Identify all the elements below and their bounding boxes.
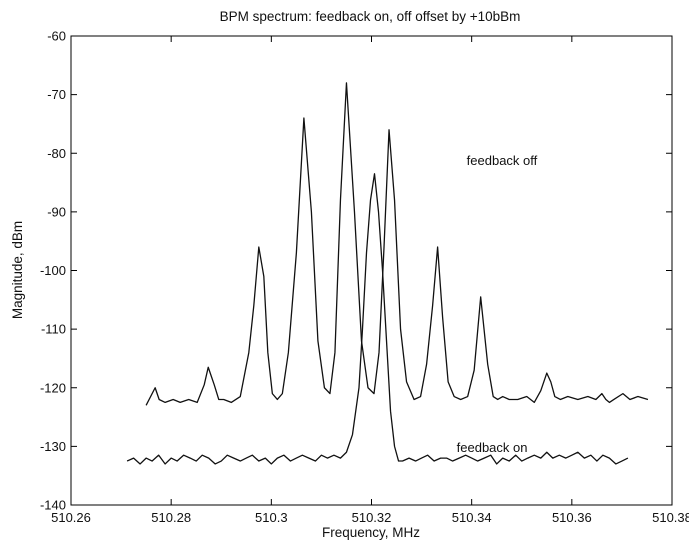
plot-area bbox=[70, 35, 673, 506]
y-tick-label: -60 bbox=[47, 29, 66, 44]
chart-title: BPM spectrum: feedback on, off offset by… bbox=[220, 9, 521, 24]
y-tick-label: -140 bbox=[40, 498, 66, 513]
x-tick-label: 510.28 bbox=[151, 510, 191, 525]
series-layer bbox=[126, 82, 649, 465]
series-line-feedback-on bbox=[126, 173, 629, 465]
x-tick-label: 510.3 bbox=[255, 510, 288, 525]
y-axis-label: Magnitude, dBm bbox=[10, 221, 25, 319]
x-axis-label: Frequency, MHz bbox=[322, 525, 420, 540]
y-tick-label: -110 bbox=[41, 322, 66, 337]
x-tick-label: 510.36 bbox=[552, 510, 592, 525]
y-tick-label: -80 bbox=[47, 146, 66, 161]
x-tick-label: 510.38 bbox=[652, 510, 689, 525]
x-tick-label: 510.32 bbox=[352, 510, 392, 525]
annotation-label: feedback on bbox=[457, 440, 528, 455]
y-tick-label: -70 bbox=[47, 87, 66, 102]
y-tick-label: -130 bbox=[40, 439, 66, 454]
axis-ticks: 510.26 510.28 510.3 510.32 510.34 510.36 510.3… bbox=[40, 29, 689, 526]
y-tick-label: -100 bbox=[40, 263, 66, 278]
x-tick-label: 510.34 bbox=[452, 510, 492, 525]
annotation-label: feedback off bbox=[467, 153, 538, 168]
y-tick-label: -90 bbox=[47, 204, 66, 219]
y-tick-label: -120 bbox=[40, 380, 66, 395]
x-tick-label: 510.26 bbox=[51, 510, 91, 525]
annotations: feedback off feedback on bbox=[457, 153, 538, 455]
series-line-feedback-off bbox=[145, 82, 649, 406]
